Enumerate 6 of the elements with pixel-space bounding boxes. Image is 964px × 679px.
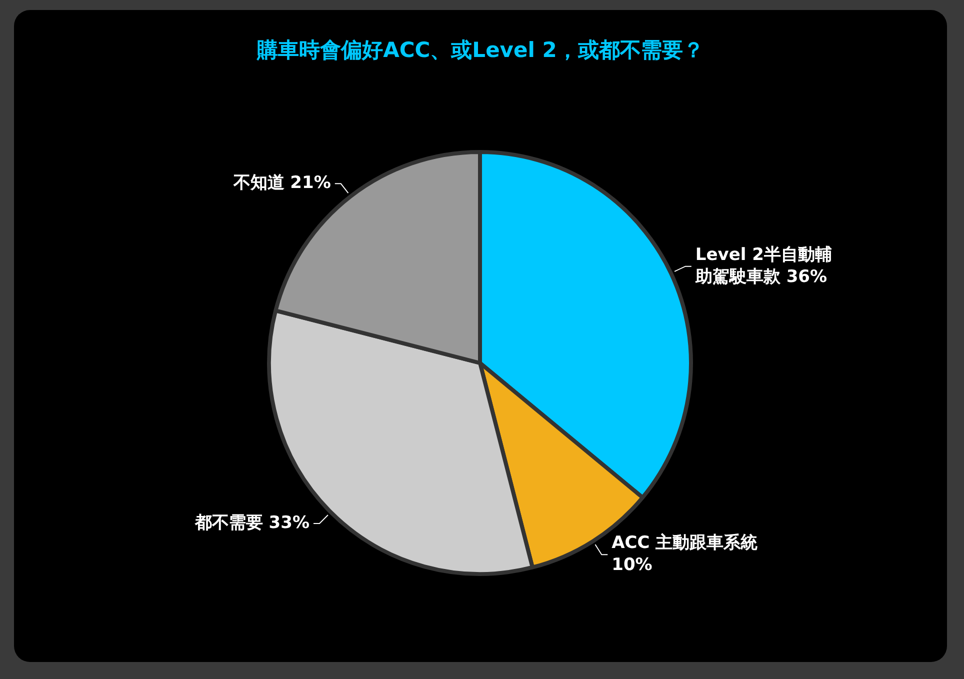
slice-label: 都不需要 33% (194, 512, 310, 533)
slice-label: Level 2半自動輔助駕駛車款 36% (694, 244, 832, 287)
data-label: 10% (612, 555, 652, 576)
slice-label: ACC 主動跟車系統 (612, 533, 758, 554)
slice-label: 不知道 21% (232, 173, 331, 194)
chart-title: 購車時會偏好ACC、或Level 2，或都不需要？ (256, 37, 705, 64)
